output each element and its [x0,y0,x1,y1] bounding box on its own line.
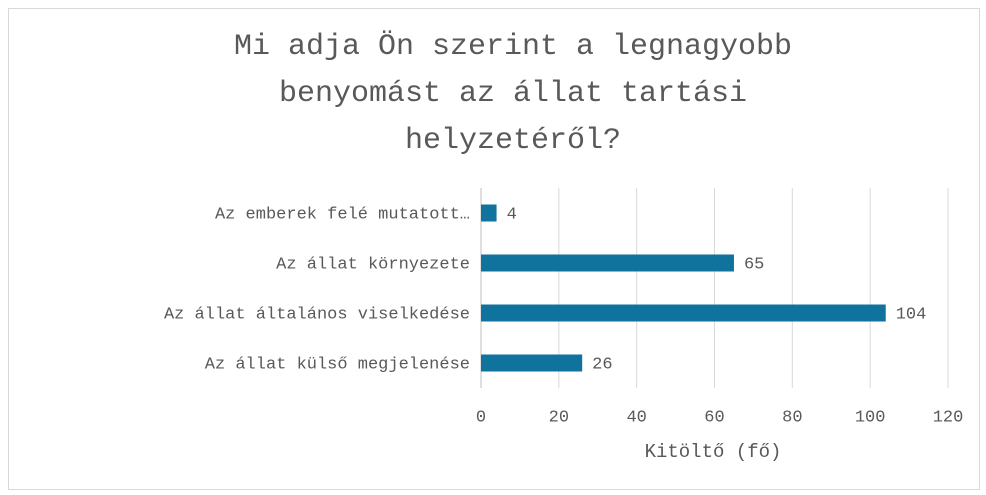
bar [481,254,734,272]
y-tick-label: Az emberek felé mutatott… [215,205,470,224]
data-label: 26 [592,355,612,374]
data-label: 104 [896,305,927,324]
y-tick-label: Az állat külső megjelenése [205,355,470,374]
x-tick-label: 60 [704,408,724,427]
data-label: 65 [744,255,764,274]
bar [481,354,583,372]
x-tick-label: 80 [782,408,802,427]
x-tick-label: 120 [933,408,964,427]
y-tick-label: Az állat környezete [276,255,470,274]
x-tick-label: 100 [855,408,886,427]
data-label: 4 [507,205,517,224]
x-tick-label: 40 [626,408,646,427]
x-tick-label: 20 [549,408,569,427]
x-axis-label: Kitöltő (fő) [645,441,782,463]
bar [481,304,886,322]
y-tick-label: Az állat általános viselkedése [164,305,470,324]
chart-border [8,8,980,490]
bar [481,204,497,222]
x-tick-label: 0 [476,408,486,427]
chart-title: Mi adja Ön szerint a legnagyobb benyomás… [233,30,793,158]
